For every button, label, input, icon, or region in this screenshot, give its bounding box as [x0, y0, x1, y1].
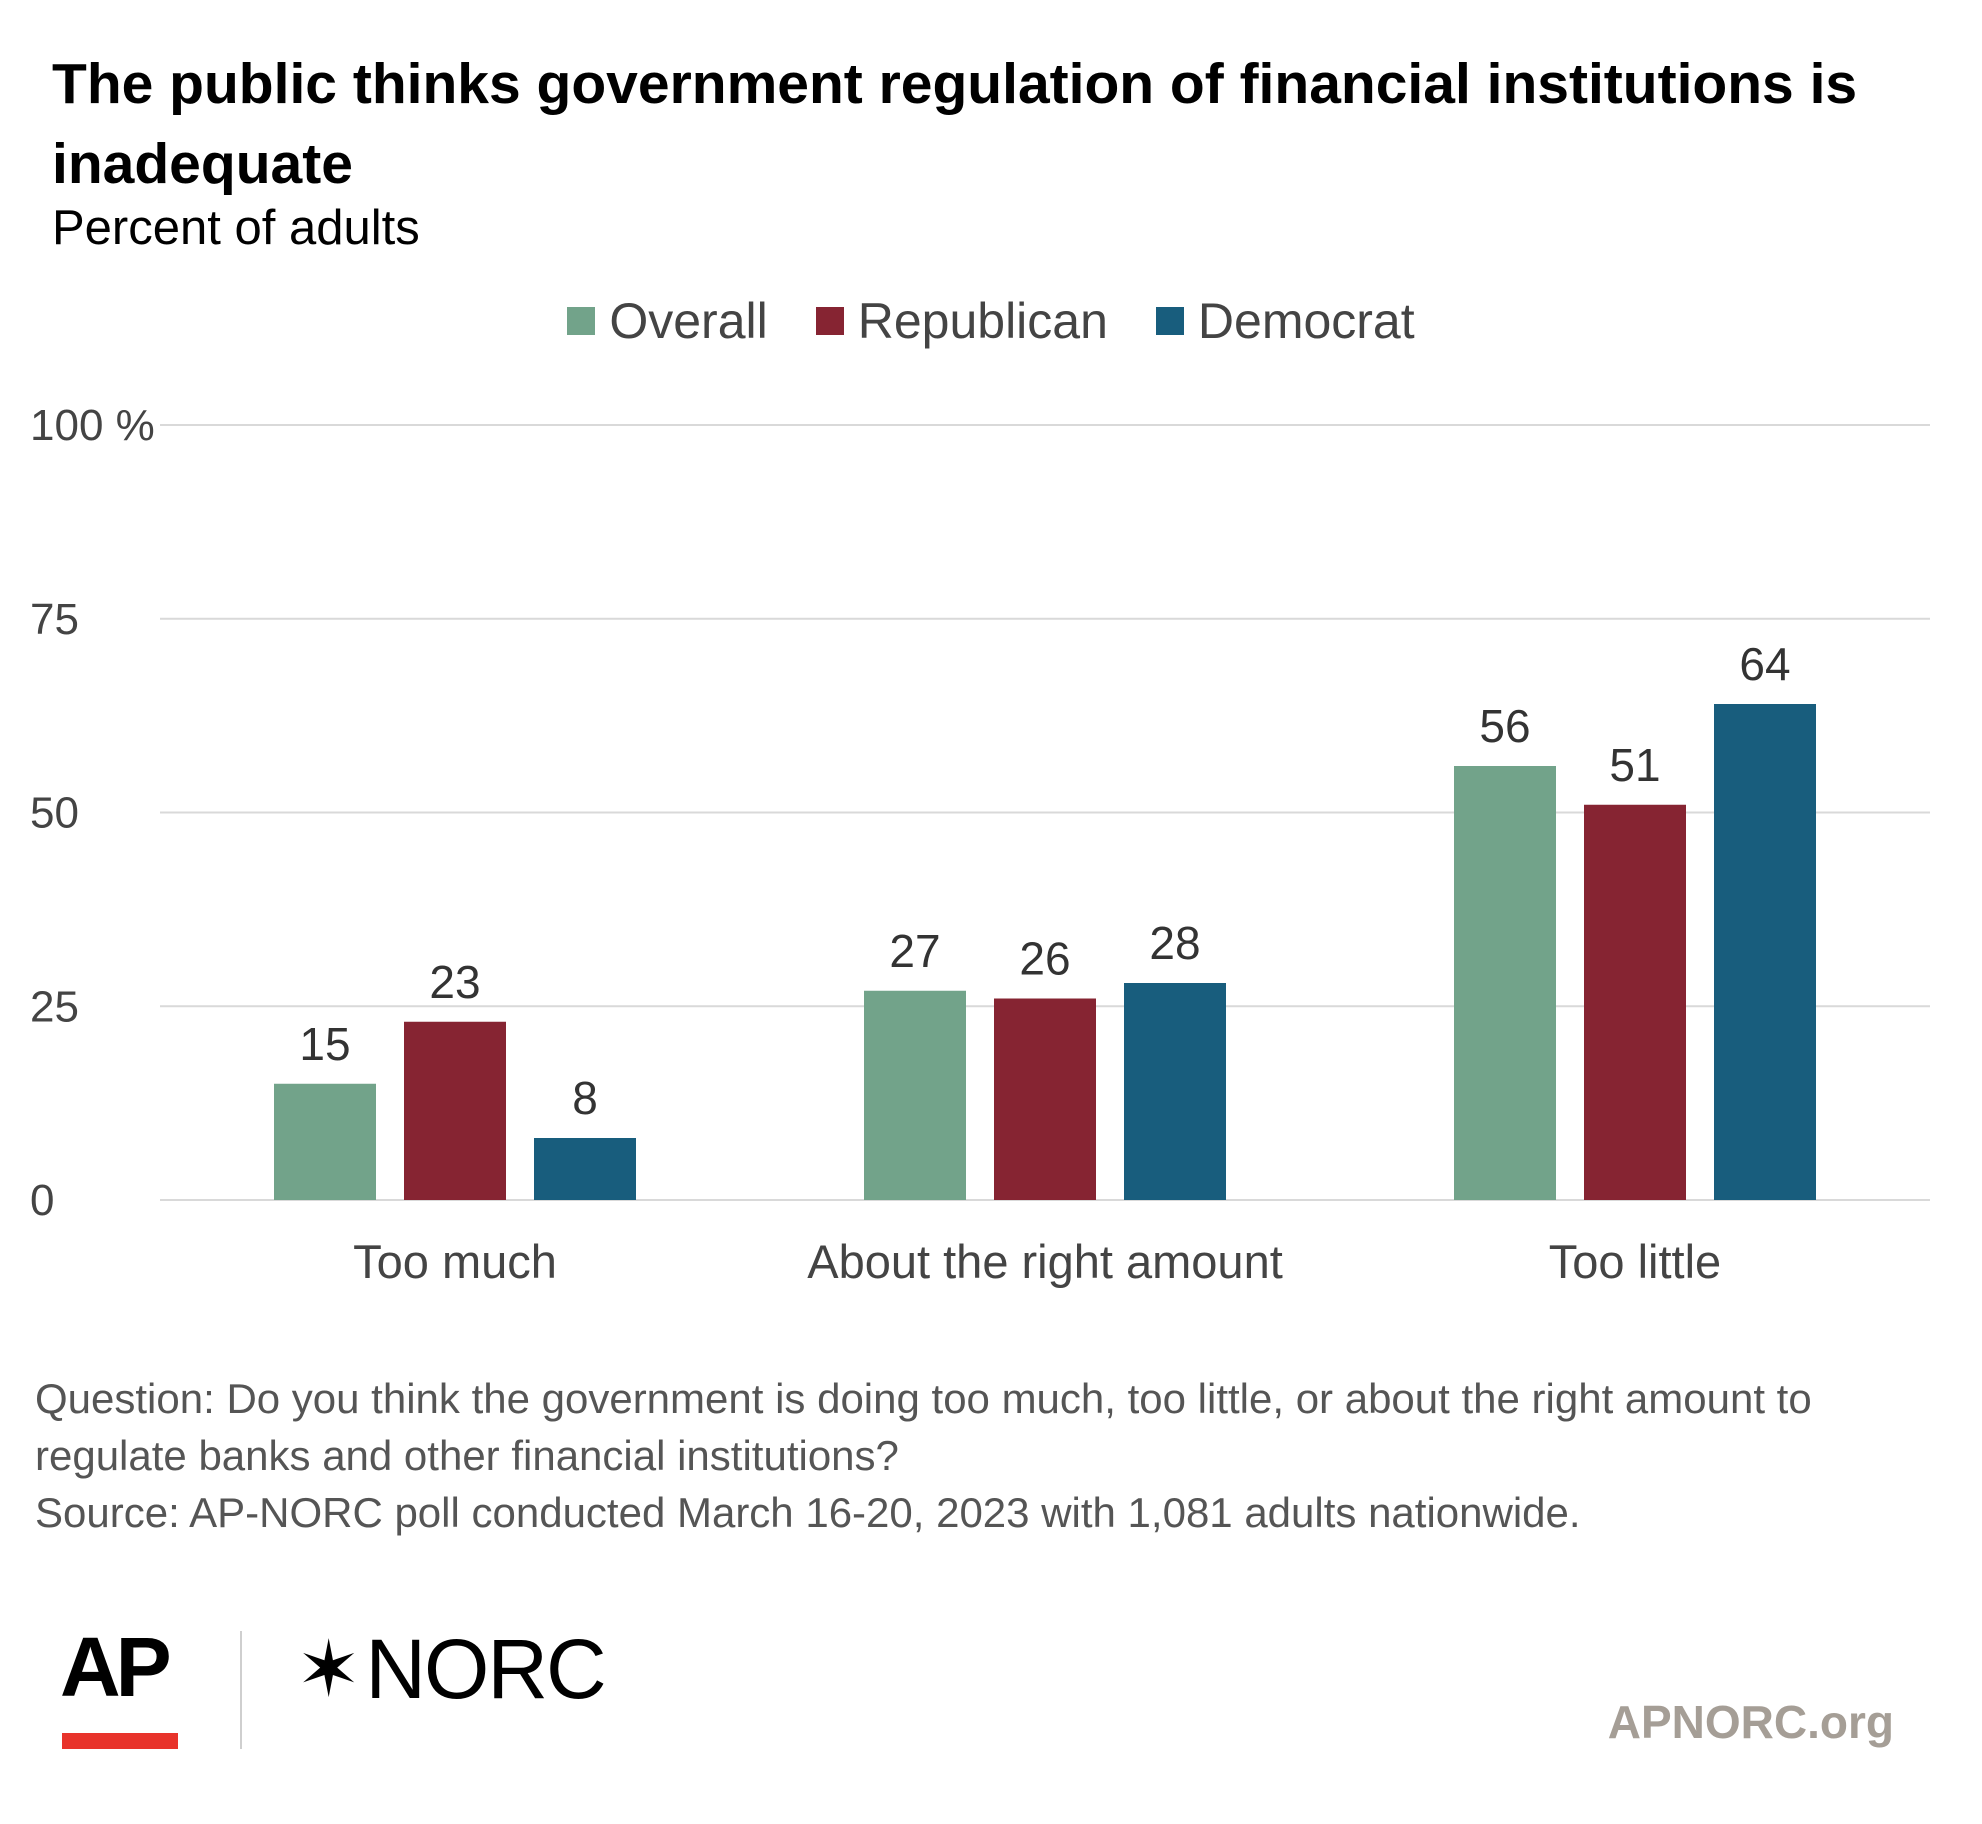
- data-label: 26: [1019, 933, 1070, 985]
- legend-swatch: [567, 307, 596, 335]
- logo-divider: [240, 1631, 242, 1749]
- bar-republican: [404, 1021, 506, 1200]
- bar-democrat: [1124, 983, 1226, 1200]
- y-tick-label: 50: [30, 789, 79, 838]
- legend-label: Republican: [857, 293, 1108, 349]
- y-tick-label: 25: [30, 982, 79, 1031]
- x-tick-label: About the right amount: [807, 1235, 1283, 1288]
- site-link[interactable]: APNORC.org: [1607, 1696, 1894, 1748]
- norc-logo-text: NORC: [365, 1622, 606, 1716]
- norc-logo: ✶ NORC: [296, 1622, 607, 1716]
- legend-swatch: [1155, 307, 1184, 335]
- legend-swatch: [815, 307, 844, 335]
- question-text: Question: Do you think the government is…: [35, 1375, 1812, 1479]
- bar-republican: [1584, 804, 1686, 1200]
- x-tick-label: Too much: [353, 1235, 557, 1288]
- footnote: Question: Do you think the government is…: [35, 1370, 1935, 1541]
- bar-overall: [864, 990, 966, 1200]
- ap-logo: AP: [60, 1625, 182, 1750]
- data-label: 15: [299, 1018, 350, 1070]
- y-tick-label: 0: [30, 1176, 54, 1225]
- x-tick-label: Too little: [1549, 1235, 1721, 1288]
- star-icon: ✶: [296, 1625, 362, 1713]
- legend-label: Democrat: [1197, 293, 1415, 349]
- bar-democrat: [1714, 704, 1816, 1200]
- data-label: 27: [889, 925, 940, 977]
- data-label: 28: [1149, 917, 1200, 969]
- data-label: 23: [429, 956, 480, 1008]
- ap-logo-underline: [62, 1733, 178, 1749]
- bar-democrat: [534, 1138, 636, 1200]
- chart-legend: Overall Republican Democrat: [0, 292, 1982, 350]
- y-tick-label: 75: [30, 595, 79, 644]
- ap-logo-text: AP: [60, 1620, 172, 1714]
- legend-item-overall: Overall: [567, 292, 768, 350]
- data-label: 64: [1739, 638, 1790, 690]
- bar-overall: [1454, 766, 1556, 1200]
- data-label: 51: [1609, 739, 1660, 791]
- legend-item-democrat: Democrat: [1155, 292, 1415, 350]
- bar-chart: 0 25 50 75 100 % 15 23 8 Too much 27 26 28 About the…: [30, 401, 1930, 1288]
- y-tick-label: 100 %: [30, 401, 155, 450]
- legend-label: Overall: [609, 293, 768, 349]
- chart-subtitle: Percent of adults: [52, 201, 420, 255]
- bar-overall: [274, 1083, 376, 1200]
- source-text: Source: AP-NORC poll conducted March 16-…: [35, 1489, 1581, 1536]
- chart-title: The public thinks government regulation …: [52, 52, 1858, 196]
- bar-republican: [994, 998, 1096, 1200]
- data-label: 8: [572, 1072, 598, 1124]
- logo-bar: AP ✶ NORC APNORC.org: [60, 1625, 1910, 1755]
- legend-item-republican: Republican: [815, 292, 1108, 350]
- data-label: 56: [1479, 700, 1530, 752]
